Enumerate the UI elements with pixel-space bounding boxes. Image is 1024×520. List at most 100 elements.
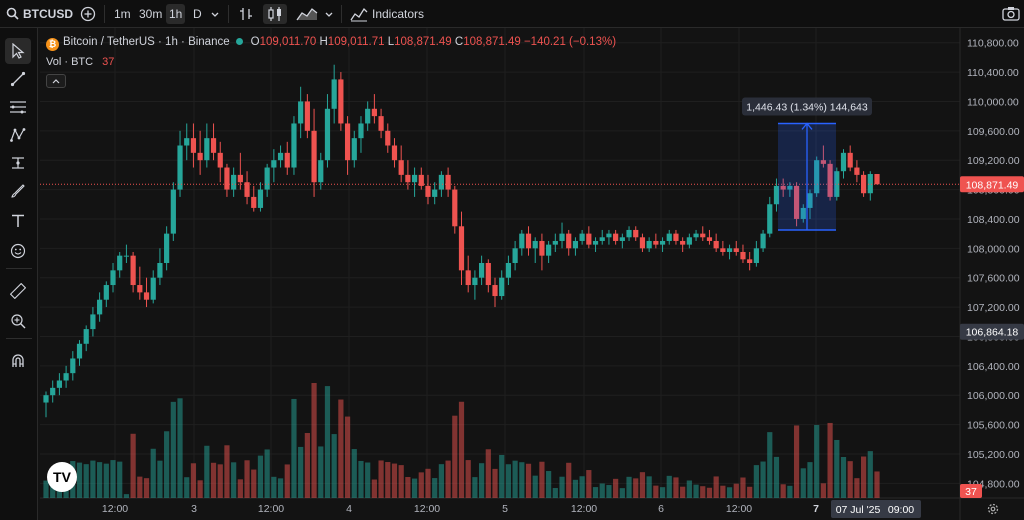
volume-bar [123, 494, 130, 498]
interval-1m[interactable]: 1m [114, 7, 131, 21]
candle-body [70, 358, 76, 374]
candles-chart-type-button[interactable] [263, 4, 287, 24]
brush-tool[interactable] [5, 178, 31, 204]
compare-symbol-button[interactable] [80, 4, 96, 24]
volume-bar [713, 476, 719, 498]
price-tick-label: 107,600.00 [967, 273, 1020, 285]
volume-bar [224, 445, 230, 498]
zoom-tool[interactable] [5, 308, 31, 334]
cursor-tool[interactable] [5, 38, 31, 64]
search-icon [6, 7, 19, 20]
collapse-legend-button[interactable] [46, 74, 66, 88]
candle-body [847, 152, 853, 168]
symbol-search-button[interactable]: BTCUSD [6, 4, 74, 24]
volume-bar [599, 483, 605, 498]
volume-bar [639, 472, 646, 498]
legend-close-value: 108,871.49 [463, 36, 521, 48]
fib-retracement-tool[interactable] [5, 94, 31, 120]
candle-body [264, 167, 270, 190]
volume-bar [217, 464, 223, 498]
candle-body [56, 380, 63, 388]
candle-body [224, 167, 230, 190]
price-tick-label: 105,600.00 [967, 420, 1020, 432]
volume-bar [197, 480, 203, 498]
volume-bar [143, 478, 150, 498]
time-tick-label: 12:00 [258, 503, 284, 515]
candle-body [639, 237, 646, 249]
candle-body [231, 174, 237, 190]
candle-body [713, 240, 719, 249]
area-dropdown-button[interactable] [324, 4, 334, 24]
snapshot-button[interactable] [1002, 4, 1020, 24]
area-chart-type-button[interactable] [296, 4, 318, 24]
volume-bar [452, 415, 458, 498]
candle-body [485, 263, 491, 286]
volume-bar [405, 477, 411, 498]
volume-bar [130, 433, 136, 498]
candle-body [760, 233, 766, 249]
candle-body [592, 240, 599, 245]
projection-tool[interactable] [5, 150, 31, 176]
candle-body [793, 185, 800, 219]
candle-body [190, 138, 197, 153]
bitcoin-logo-icon: ₿ [46, 38, 59, 51]
candle-body [780, 185, 786, 190]
price-tick-label: 106,000.00 [967, 390, 1020, 402]
volume-bar [499, 454, 505, 498]
tradingview-logo[interactable]: TV [47, 462, 77, 492]
volume-bar [760, 461, 766, 498]
legend-open-value: 109,011.70 [259, 36, 317, 48]
bar-chart-type-button[interactable] [238, 4, 254, 24]
ruler-icon [10, 283, 26, 299]
volume-bar [411, 478, 418, 498]
candle-body [726, 248, 733, 252]
magnet-tool[interactable] [5, 348, 31, 374]
candle-body [512, 248, 518, 263]
plus-circle-icon [80, 6, 96, 22]
volume-bar [425, 468, 431, 498]
candle-body [492, 285, 498, 297]
toolbar-divider [228, 5, 229, 23]
measure-tool[interactable] [5, 278, 31, 304]
price-tick-label: 105,200.00 [967, 449, 1020, 461]
interval-1d[interactable]: D [193, 7, 202, 21]
volume-bar [184, 477, 190, 498]
magnet-icon [12, 354, 24, 367]
interval-1h[interactable]: 1h [166, 4, 186, 24]
volume-bar [103, 463, 109, 498]
volume-bar [177, 398, 183, 498]
candle-body [298, 101, 304, 124]
volume-bar [385, 462, 391, 498]
top-toolbar: BTCUSD 1m 30m 1h D Indicators [0, 0, 1024, 28]
ohlc-bars-icon [240, 8, 252, 20]
text-tool[interactable] [5, 208, 31, 234]
indicators-button[interactable]: Indicators [350, 4, 426, 24]
volume-bar [479, 463, 485, 498]
legend-low-label: L [387, 36, 395, 48]
candle-body [170, 189, 176, 234]
candle-body [365, 108, 371, 124]
time-tick-label: 7 [813, 503, 819, 515]
interval-30m[interactable]: 30m [139, 7, 163, 21]
time-tick-label: 4 [346, 503, 352, 515]
emoji-tool[interactable] [5, 238, 31, 264]
trend-line-tool[interactable] [5, 66, 31, 92]
volume-bar [740, 477, 746, 498]
candle-body [505, 263, 512, 278]
volume-bar [284, 464, 290, 498]
market-open-status-dot [235, 38, 243, 45]
pattern-tool[interactable] [5, 122, 31, 148]
volume-bar [344, 416, 351, 498]
candle-body [63, 373, 69, 381]
price-tick-label: 106,400.00 [967, 361, 1020, 373]
volume-bar [371, 479, 377, 498]
chart-settings-button[interactable] [986, 502, 1000, 516]
candle-body [753, 248, 759, 263]
volume-bar [358, 460, 364, 498]
candle-body [532, 240, 538, 249]
candle-body [767, 204, 773, 234]
volume-bar [338, 399, 344, 498]
interval-dropdown-button[interactable] [210, 4, 220, 24]
candle-body [43, 395, 49, 403]
